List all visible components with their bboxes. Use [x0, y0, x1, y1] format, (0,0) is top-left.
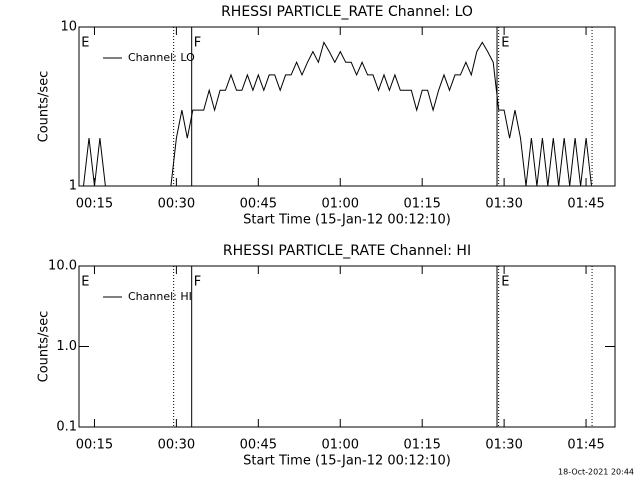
legend-label: Channel: HI: [128, 290, 192, 303]
y-axis-label: Counts/sec: [37, 311, 52, 383]
x-tick-label: 01:15: [403, 197, 440, 212]
y-tick-label: 10.0: [48, 259, 77, 274]
event-label: F: [194, 36, 201, 51]
footer-date: 18-Oct-2021 20:44: [558, 468, 634, 477]
y-axis-label: Counts/sec: [37, 71, 52, 143]
y-tick-label: 0.1: [56, 420, 77, 435]
x-tick-label: 01:45: [567, 438, 604, 453]
plot-title: RHESSI PARTICLE_RATE Channel: LO: [221, 4, 473, 20]
event-label: E: [501, 36, 509, 51]
x-tick-label: 01:30: [485, 438, 522, 453]
x-tick-label: 00:30: [158, 197, 195, 212]
legend-label: Channel: LO: [128, 51, 195, 64]
x-tick-label: 00:45: [240, 438, 277, 453]
x-tick-label: 01:00: [322, 197, 359, 212]
event-label: E: [501, 275, 509, 290]
x-axis-label: Start Time (15-Jan-12 00:12:10): [243, 213, 451, 228]
x-tick-label: 01:15: [403, 438, 440, 453]
x-tick-label: 00:15: [76, 197, 113, 212]
x-tick-label: 00:45: [240, 197, 277, 212]
event-label: E: [81, 275, 89, 290]
x-tick-label: 01:30: [485, 197, 522, 212]
x-tick-label: 00:15: [76, 438, 113, 453]
event-label: F: [194, 275, 201, 290]
y-tick-label: 10: [60, 20, 77, 35]
plot-frame: [78, 26, 616, 187]
x-tick-label: 00:30: [158, 438, 195, 453]
x-axis-label: Start Time (15-Jan-12 00:12:10): [243, 454, 451, 469]
y-tick-label: 1: [69, 179, 77, 194]
plot-title: RHESSI PARTICLE_RATE Channel: HI: [223, 243, 471, 259]
x-tick-label: 01:45: [567, 197, 604, 212]
y-tick-label: 1.0: [56, 339, 77, 354]
event-label: E: [81, 36, 89, 51]
data-line: [83, 41, 592, 187]
x-tick-label: 01:00: [322, 438, 359, 453]
